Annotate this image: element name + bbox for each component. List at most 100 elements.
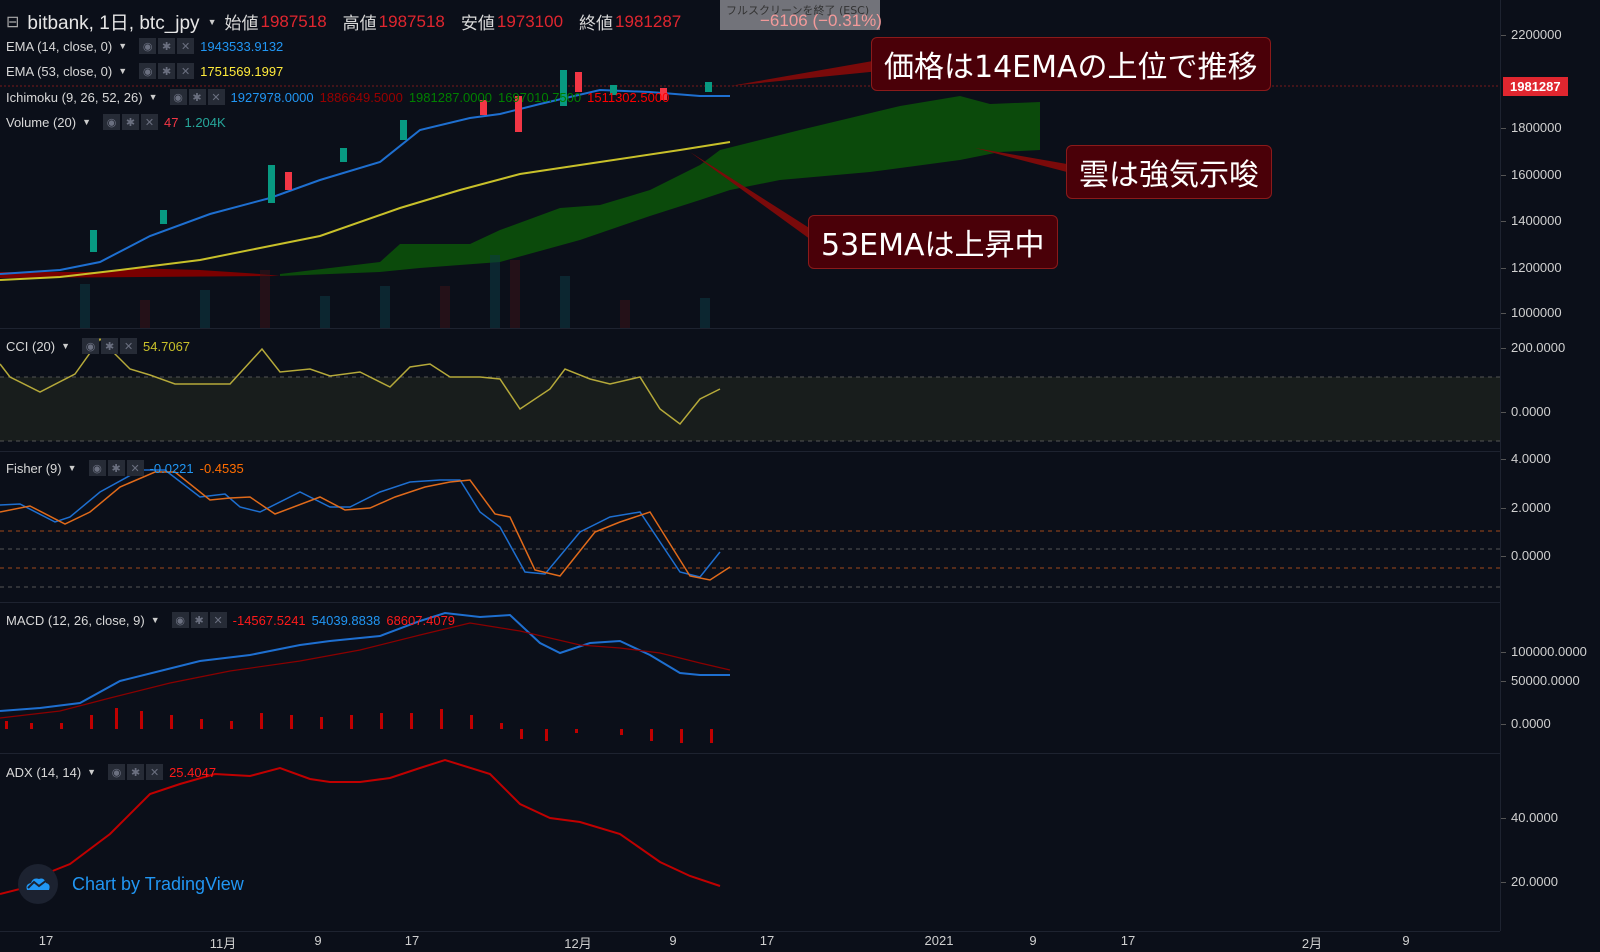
price-plot (0, 58, 1500, 328)
ichimoku-span-b: 1511302.5000 (587, 89, 670, 105)
eye-icon[interactable]: ◉ (171, 612, 189, 628)
open-value: 1987518 (260, 11, 327, 31)
close-label: 終値 (579, 14, 614, 33)
chevron-down-icon[interactable]: ▼ (118, 66, 128, 76)
time-tick: 9 (1402, 933, 1410, 948)
ema14-name: EMA (14, close, 0) (6, 38, 113, 54)
adx-name: ADX (14, 14) (6, 764, 82, 780)
time-tick: 2021 (924, 933, 954, 948)
legend-volume[interactable]: Volume (20) ▼ ◉ ✱ ✕ 47 1.204K (6, 114, 226, 130)
eye-icon[interactable]: ◉ (88, 460, 106, 476)
chevron-down-icon[interactable]: ▼ (61, 341, 71, 351)
close-icon[interactable]: ✕ (177, 63, 195, 79)
legend-ema14[interactable]: EMA (14, close, 0) ▼ ◉ ✱ ✕ 1943533.9132 (6, 38, 283, 54)
fisher-pane[interactable] (0, 452, 1500, 603)
gear-icon[interactable]: ✱ (127, 764, 145, 780)
close-value: 1981287 (615, 11, 682, 31)
gear-icon[interactable]: ✱ (158, 38, 176, 54)
axis-tick: 2.0000 (1501, 500, 1551, 515)
fullscreen-exit-tooltip[interactable]: フルスクリーンを終了 (ESC) (720, 0, 880, 30)
close-icon[interactable]: ✕ (141, 114, 159, 130)
axis-tick: 100000.0000 (1501, 644, 1587, 659)
gear-icon[interactable]: ✱ (190, 612, 208, 628)
axis-tick: 1800000 (1501, 120, 1562, 135)
legend-cci[interactable]: CCI (20) ▼ ◉ ✱ ✕ 54.7067 (6, 338, 190, 354)
chevron-down-icon[interactable]: ▼ (87, 767, 97, 777)
high-value: 1987518 (378, 11, 445, 31)
tradingview-watermark[interactable]: Chart by TradingView (18, 864, 244, 904)
gear-icon[interactable]: ✱ (122, 114, 140, 130)
adx-value: 25.4047 (169, 764, 217, 780)
time-tick: 17 (1120, 933, 1136, 948)
watermark-text: Chart by TradingView (72, 873, 244, 894)
legend-ichimoku[interactable]: Ichimoku (9, 26, 52, 26) ▼ ◉ ✱ ✕ 1927978.00… (6, 89, 669, 105)
legend-adx[interactable]: ADX (14, 14) ▼ ◉ ✱ ✕ 25.4047 (6, 764, 216, 780)
cci-pane[interactable] (0, 329, 1500, 452)
eye-icon[interactable]: ◉ (169, 89, 187, 105)
eye-icon[interactable]: ◉ (103, 114, 121, 130)
ichimoku-base: 1886649.5000 (319, 89, 403, 105)
time-tick: 9 (669, 933, 677, 948)
macd-line-value: 54039.8838 (311, 612, 381, 628)
axis-tick: 200.0000 (1500, 340, 1566, 355)
axis-tick: 40.0000 (1501, 810, 1558, 825)
axis-tick: 20.0000 (1501, 874, 1558, 889)
chevron-down-icon[interactable]: ▼ (148, 92, 158, 102)
macd-pane[interactable] (0, 603, 1500, 754)
chevron-down-icon[interactable]: ▼ (82, 117, 92, 127)
collapse-icon[interactable]: ⊟ (6, 13, 20, 31)
macd-name: MACD (12, 26, close, 9) (6, 612, 145, 628)
ichimoku-name: Ichimoku (9, 26, 52, 26) (6, 89, 143, 105)
symbol-header: ⊟ bitbank, 1日, btc_jpy ▼ 始値 1987518 高値 198… (6, 8, 689, 35)
eye-icon[interactable]: ◉ (82, 338, 100, 354)
eye-icon[interactable]: ◉ (139, 38, 157, 54)
legend-ema53[interactable]: EMA (53, close, 0) ▼ ◉ ✱ ✕ 1751569.1997 (6, 63, 283, 79)
time-tick: 17 (759, 933, 775, 948)
tradingview-logo-icon (18, 864, 58, 904)
gear-icon[interactable]: ✱ (188, 89, 206, 105)
time-axis[interactable]: 17 11月 9 17 12月 9 17 2021 9 17 2月 9 (0, 931, 1500, 951)
adx-pane[interactable] (0, 754, 1500, 932)
axis-tick: 0.0000 (1501, 548, 1551, 563)
chevron-down-icon[interactable]: ▼ (118, 41, 128, 51)
close-icon[interactable]: ✕ (120, 338, 138, 354)
close-icon[interactable]: ✕ (126, 460, 144, 476)
chevron-down-icon[interactable]: ▼ (67, 463, 77, 473)
symbol-title[interactable]: bitbank, 1日, btc_jpy (27, 13, 200, 34)
eye-icon[interactable]: ◉ (108, 764, 126, 780)
axis-tick: 2200000 (1501, 27, 1562, 42)
time-tick: 12月 (564, 936, 592, 951)
low-label: 安値 (460, 14, 495, 33)
time-tick: 9 (1029, 933, 1037, 948)
ichimoku-conversion: 1927978.0000 (230, 89, 314, 105)
chevron-down-icon[interactable]: ▼ (150, 615, 160, 625)
eye-icon[interactable]: ◉ (139, 63, 157, 79)
legend-fisher[interactable]: Fisher (9) ▼ ◉ ✱ ✕ -0.0221 -0.4535 (6, 460, 244, 476)
axis-tick: 0.0000 (1501, 716, 1551, 731)
ichimoku-lagging: 1981287.0000 (408, 89, 492, 105)
price-axis[interactable]: 2200000 1981287 1800000 1600000 1400000 … (1500, 0, 1600, 931)
volume-value: 47 (164, 114, 179, 130)
time-tick: 9 (314, 933, 322, 948)
price-change: −6106 (−0.31%) (760, 11, 882, 30)
callout-ema53[interactable]: 53EMAは上昇中 (808, 215, 1058, 269)
time-tick: 2月 (1301, 936, 1323, 951)
gear-icon[interactable]: ✱ (107, 460, 125, 476)
close-icon[interactable]: ✕ (209, 612, 227, 628)
callout-ema14[interactable]: 価格は14EMAの上位で推移 (871, 37, 1271, 91)
close-icon[interactable]: ✕ (177, 38, 195, 54)
open-label: 始値 (224, 14, 259, 33)
close-icon[interactable]: ✕ (207, 89, 225, 105)
gear-icon[interactable]: ✱ (158, 63, 176, 79)
cci-name: CCI (20) (6, 338, 56, 354)
chevron-down-icon[interactable]: ▼ (207, 16, 217, 27)
gear-icon[interactable]: ✱ (101, 338, 119, 354)
macd-signal-value: 68607.4079 (386, 612, 456, 628)
fisher-value: -0.0221 (149, 460, 194, 476)
callout-cloud[interactable]: 雲は強気示唆 (1066, 145, 1272, 199)
ema14-value: 1943533.9132 (200, 38, 284, 54)
legend-macd[interactable]: MACD (12, 26, close, 9) ▼ ◉ ✱ ✕ -14567.5241… (6, 612, 455, 628)
price-pane[interactable] (0, 0, 1500, 329)
ema53-name: EMA (53, close, 0) (6, 63, 113, 79)
close-icon[interactable]: ✕ (146, 764, 164, 780)
